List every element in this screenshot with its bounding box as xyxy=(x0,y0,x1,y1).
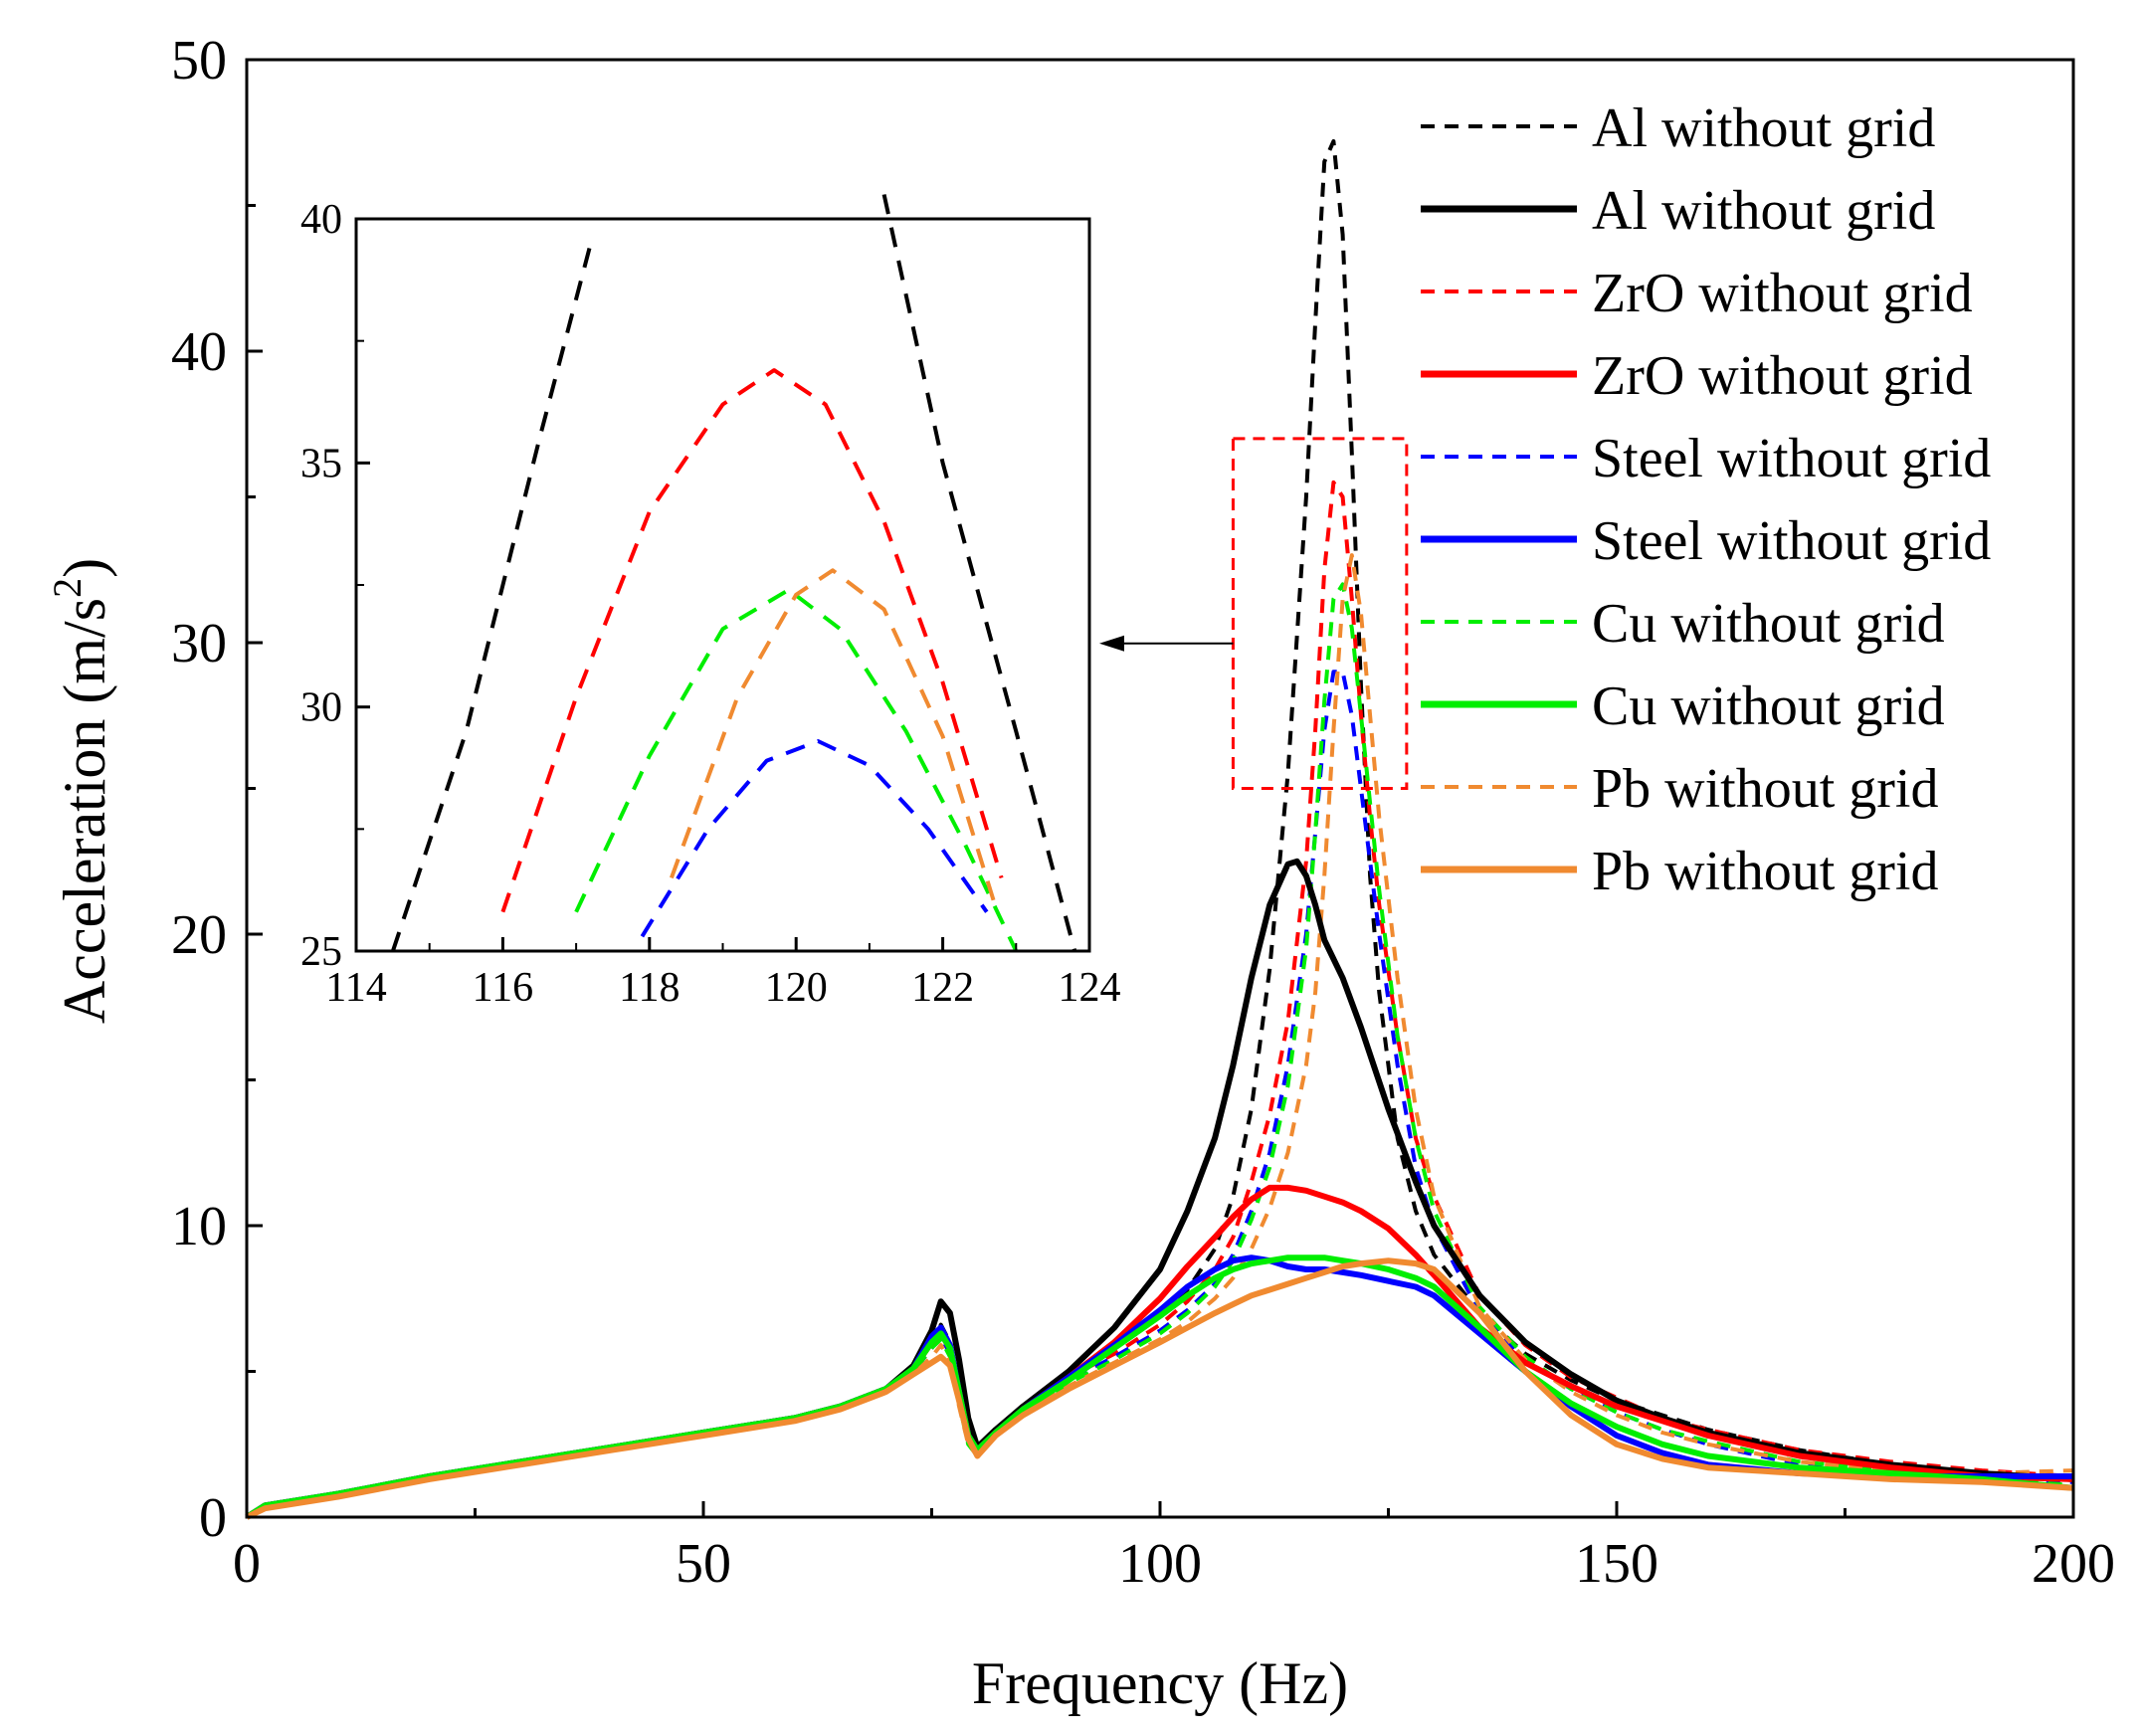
zoom-region-box xyxy=(1231,437,1409,790)
main-axis-ticks: 0 50 100 150 200 0 10 20 30 40 50 xyxy=(171,30,2115,1595)
x-tick-label: 200 xyxy=(2032,1533,2115,1595)
main-pb-without-grid-solid-line-4 xyxy=(245,1257,2074,1520)
inset-x-tick-label: 124 xyxy=(1059,965,1121,1011)
inset-pb-without-grid-dashed-line-3 xyxy=(670,568,997,903)
inset-x-tick-label: 118 xyxy=(619,965,680,1011)
y-axis-title-main: Acceleration (m/s xyxy=(52,598,117,1024)
y-tick-label: 30 xyxy=(171,613,227,675)
legend-label-steel-without-grid-dashed: Steel without grid xyxy=(1592,428,1991,489)
legend-label-cu-without-grid-dashed: Cu without grid xyxy=(1592,593,1945,655)
y-tick-label: 40 xyxy=(171,321,227,383)
x-tick-label: 0 xyxy=(233,1533,261,1595)
inset-al-without-grid-dashed-line-0 xyxy=(391,242,593,952)
inset-chart: 114 116 118 120 122 124 25 30 35 40 xyxy=(300,194,1121,1011)
y-tick-label: 50 xyxy=(171,30,227,92)
legend-label-pb-without-grid-solid: Pb without grid xyxy=(1592,841,1938,902)
legend-label-cu-without-grid-solid: Cu without grid xyxy=(1592,675,1945,737)
legend-label-al-without-grid-dashed: Al without grid xyxy=(1592,97,1935,159)
inset-y-tick-label: 35 xyxy=(300,441,342,486)
inset-background xyxy=(356,219,1089,951)
inset-x-tick-label: 122 xyxy=(911,965,974,1011)
inset-y-tick-label: 30 xyxy=(300,685,342,731)
legend-label-zro-without-grid-solid: ZrO without grid xyxy=(1592,345,1973,407)
y-axis-title: Acceleration (m/s2) xyxy=(45,558,117,1024)
inset-x-tick-label: 120 xyxy=(765,965,828,1011)
inset-steel-without-grid-dashed-line-4 xyxy=(640,739,989,938)
inset-axis-ticks: 114 116 118 120 122 124 25 30 35 40 xyxy=(300,197,1121,1011)
x-tick-label: 150 xyxy=(1575,1533,1658,1595)
legend: Al without grid Al without grid ZrO withou… xyxy=(1421,97,1991,902)
x-tick-label: 50 xyxy=(676,1533,731,1595)
main-cu-without-grid-dashed-line-3 xyxy=(245,582,2074,1519)
inset-zro-without-grid-dashed-line-1 xyxy=(500,368,1004,913)
legend-label-zro-without-grid-dashed: ZrO without grid xyxy=(1592,263,1973,324)
y-axis-title-close: ) xyxy=(52,558,117,578)
main-steel-without-grid-dashed-line-2 xyxy=(245,670,2074,1519)
inset-y-tick-label: 25 xyxy=(300,929,342,975)
y-tick-label: 20 xyxy=(171,904,227,966)
inset-cu-without-grid-dashed-line-2 xyxy=(574,587,1019,952)
zoom-arrow-head xyxy=(1099,635,1124,652)
legend-label-pb-without-grid-dashed: Pb without grid xyxy=(1592,758,1938,820)
inset-y-tick-label: 40 xyxy=(300,197,342,243)
inset-series-group xyxy=(391,194,1077,952)
inset-x-tick-label: 114 xyxy=(325,965,386,1011)
inset-x-tick-label: 116 xyxy=(473,965,533,1011)
legend-label-steel-without-grid-solid: Steel without grid xyxy=(1592,510,1991,572)
zoom-marker-group xyxy=(1099,437,1409,790)
y-tick-label: 0 xyxy=(199,1487,227,1549)
y-axis-title-superscript: 2 xyxy=(45,578,90,598)
inset-al-without-grid-dashed-line-right-0 xyxy=(881,194,1077,952)
x-axis-title: Frequency (Hz) xyxy=(972,1650,1348,1716)
legend-label-al-without-grid-solid: Al without grid xyxy=(1592,180,1935,242)
y-tick-label: 10 xyxy=(171,1196,227,1257)
main-series-group xyxy=(245,139,2074,1520)
x-tick-label: 100 xyxy=(1118,1533,1202,1595)
